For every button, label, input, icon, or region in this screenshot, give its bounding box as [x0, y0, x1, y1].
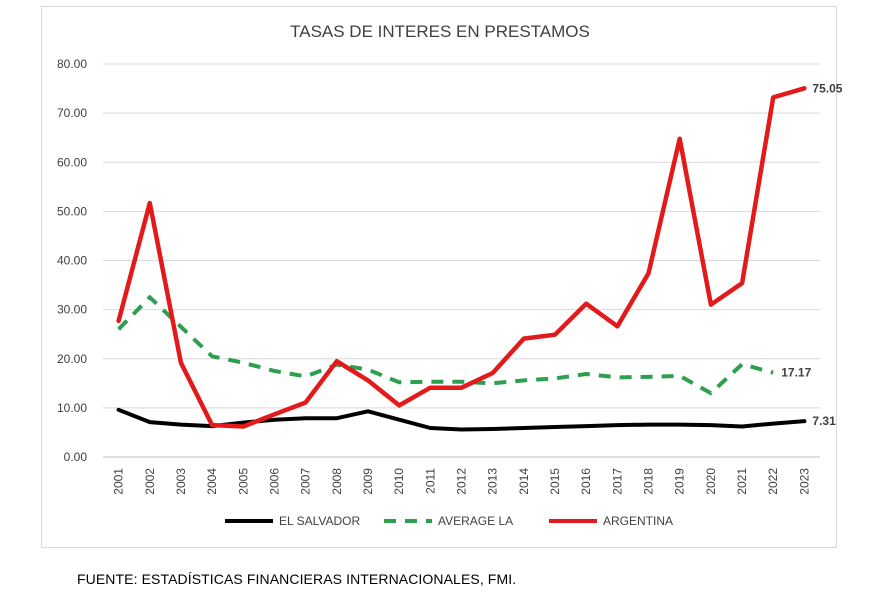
- data-labels: 7.31 17.17 75.05: [781, 81, 843, 428]
- x-tick-label: 2015: [548, 468, 562, 495]
- x-tick-label: 2003: [174, 468, 188, 495]
- x-tick-label: 2020: [704, 468, 718, 495]
- series-line-argentina: [116, 86, 807, 429]
- y-tick-label: 70.00: [57, 106, 87, 120]
- x-tick-label: 2006: [267, 468, 281, 495]
- chart-title: TASAS DE INTERES EN PRESTAMOS: [290, 22, 590, 41]
- y-axis-tick-labels: 0.00 10.00 20.00 30.00 40.00 50.00 60.00 70.00 8…: [57, 57, 87, 464]
- y-tick-label: 0.00: [64, 450, 88, 464]
- x-tick-label: 2008: [330, 468, 344, 495]
- legend-label: AVERAGE LA: [438, 514, 513, 528]
- legend-label: EL SALVADOR: [279, 514, 360, 528]
- x-tick-label: 2011: [423, 468, 437, 494]
- y-tick-label: 50.00: [57, 204, 87, 218]
- series-line-average-la: [117, 295, 774, 396]
- x-tick-label: 2001: [112, 468, 126, 495]
- series-line-el-salvador: [116, 407, 807, 432]
- y-tick-label: 10.00: [57, 401, 87, 415]
- gridlines: [103, 63, 820, 458]
- x-tick-label: 2007: [299, 468, 313, 495]
- x-tick-label: 2009: [361, 468, 375, 495]
- x-tick-label: 2005: [236, 468, 250, 495]
- x-tick-label: 2021: [735, 468, 749, 495]
- x-tick-label: 2019: [673, 468, 687, 495]
- x-tick-label: 2017: [610, 468, 624, 495]
- line-chart: TASAS DE INTERES EN PRESTAMOS 0.00 10.00 2…: [57, 22, 843, 528]
- data-label: 17.17: [781, 366, 811, 380]
- legend: EL SALVADOR AVERAGE LA ARGENTINA: [225, 514, 673, 528]
- legend-label: ARGENTINA: [603, 514, 673, 528]
- x-tick-label: 2014: [517, 468, 531, 495]
- data-label: 7.31: [812, 414, 836, 428]
- x-tick-label: 2022: [766, 468, 780, 495]
- x-tick-label: 2016: [579, 468, 593, 495]
- y-tick-label: 80.00: [57, 57, 87, 71]
- data-label: 75.05: [812, 81, 842, 95]
- chart-frame: [41, 6, 837, 548]
- x-tick-label: 2013: [486, 468, 500, 495]
- y-tick-label: 20.00: [57, 352, 87, 366]
- y-tick-label: 40.00: [57, 254, 87, 268]
- x-tick-label: 2002: [143, 468, 157, 495]
- y-tick-label: 60.00: [57, 155, 87, 169]
- x-axis-tick-labels: 2001 2002 2003 2004 2005 2006 2007 2008 2009 2010…: [112, 468, 812, 495]
- series-lines: [116, 86, 807, 432]
- source-note: FUENTE: ESTADÍSTICAS FINANCIERAS INTERNA…: [77, 571, 517, 587]
- x-tick-label: 2004: [205, 468, 219, 495]
- y-tick-label: 30.00: [57, 303, 87, 317]
- x-tick-label: 2012: [455, 468, 469, 495]
- x-tick-label: 2018: [642, 468, 656, 495]
- x-tick-label: 2023: [797, 468, 811, 495]
- x-tick-label: 2010: [392, 468, 406, 495]
